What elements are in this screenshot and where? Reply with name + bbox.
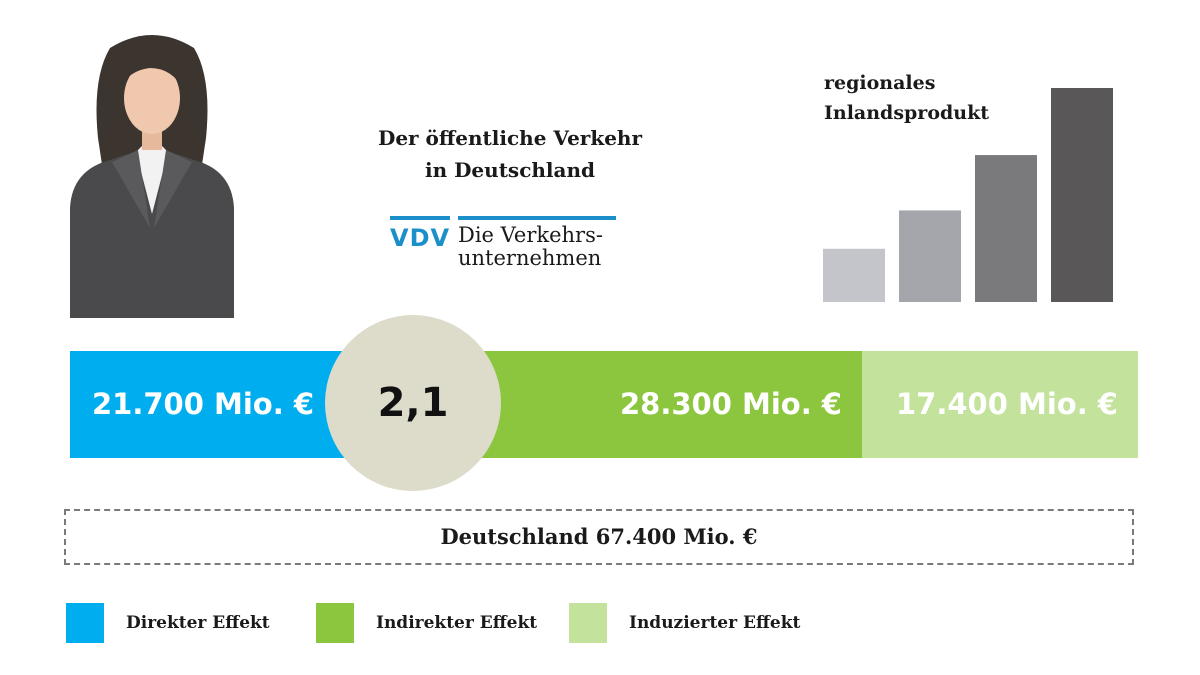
face <box>124 62 180 134</box>
multiplier-value: 2,1 <box>377 380 449 426</box>
mini-chart-bar <box>975 155 1037 302</box>
logo-rule-right <box>458 216 616 220</box>
mini-bar-chart <box>823 88 1113 302</box>
lapel-right <box>154 150 192 228</box>
jacket <box>70 150 234 318</box>
hair-fringe <box>122 51 185 90</box>
lapel-left <box>112 150 150 228</box>
total-box: Deutschland 67.400 Mio. € <box>64 509 1134 565</box>
logo-rule-left <box>390 216 450 220</box>
legend-swatch <box>66 603 104 643</box>
mini-chart-title-line-1: regionales <box>824 72 936 94</box>
band-segment-value: 21.700 Mio. € <box>92 387 315 421</box>
headline-line-2: in Deutschland <box>424 158 595 182</box>
legend-label: Indirekter Effekt <box>376 613 538 633</box>
logo-wordmark-line-2: unternehmen <box>458 246 602 270</box>
logo-wordmark: Die Verkehrs- unternehmen <box>458 224 603 270</box>
legend-label: Induzierter Effekt <box>629 613 801 633</box>
mini-chart-title: regionales Inlandsprodukt <box>824 68 1044 128</box>
legend-label: Direkter Effekt <box>126 613 270 633</box>
mini-chart-bar <box>1051 88 1113 302</box>
band-segment-induced: 17.400 Mio. € <box>862 351 1138 458</box>
shirt <box>136 144 168 214</box>
mini-chart-title-line-2: Inlandsprodukt <box>824 102 990 124</box>
logo-wordmark-line-1: Die Verkehrs- <box>458 223 603 247</box>
mini-chart-bar <box>823 248 885 302</box>
businesswoman-illustration <box>70 35 234 318</box>
band-segment-value: 28.300 Mio. € <box>619 387 842 421</box>
vdv-logo: VDV Die Verkehrs- unternehmen <box>390 216 620 280</box>
mini-chart-bar <box>899 210 961 302</box>
legend-swatch <box>316 603 354 643</box>
economic-effect-band: 21.700 Mio. € 28.300 Mio. € 17.400 Mio. € <box>70 351 1138 458</box>
logo-mark: VDV <box>390 224 451 252</box>
headline-line-1: Der öffentliche Verkehr <box>377 126 643 150</box>
band-segment-value: 17.400 Mio. € <box>895 387 1118 421</box>
headline: Der öffentliche Verkehr in Deutschland <box>360 122 660 186</box>
total-label: Deutschland 67.400 Mio. € <box>440 524 758 549</box>
legend-swatch <box>569 603 607 643</box>
multiplier-circle: 2,1 <box>325 315 501 491</box>
